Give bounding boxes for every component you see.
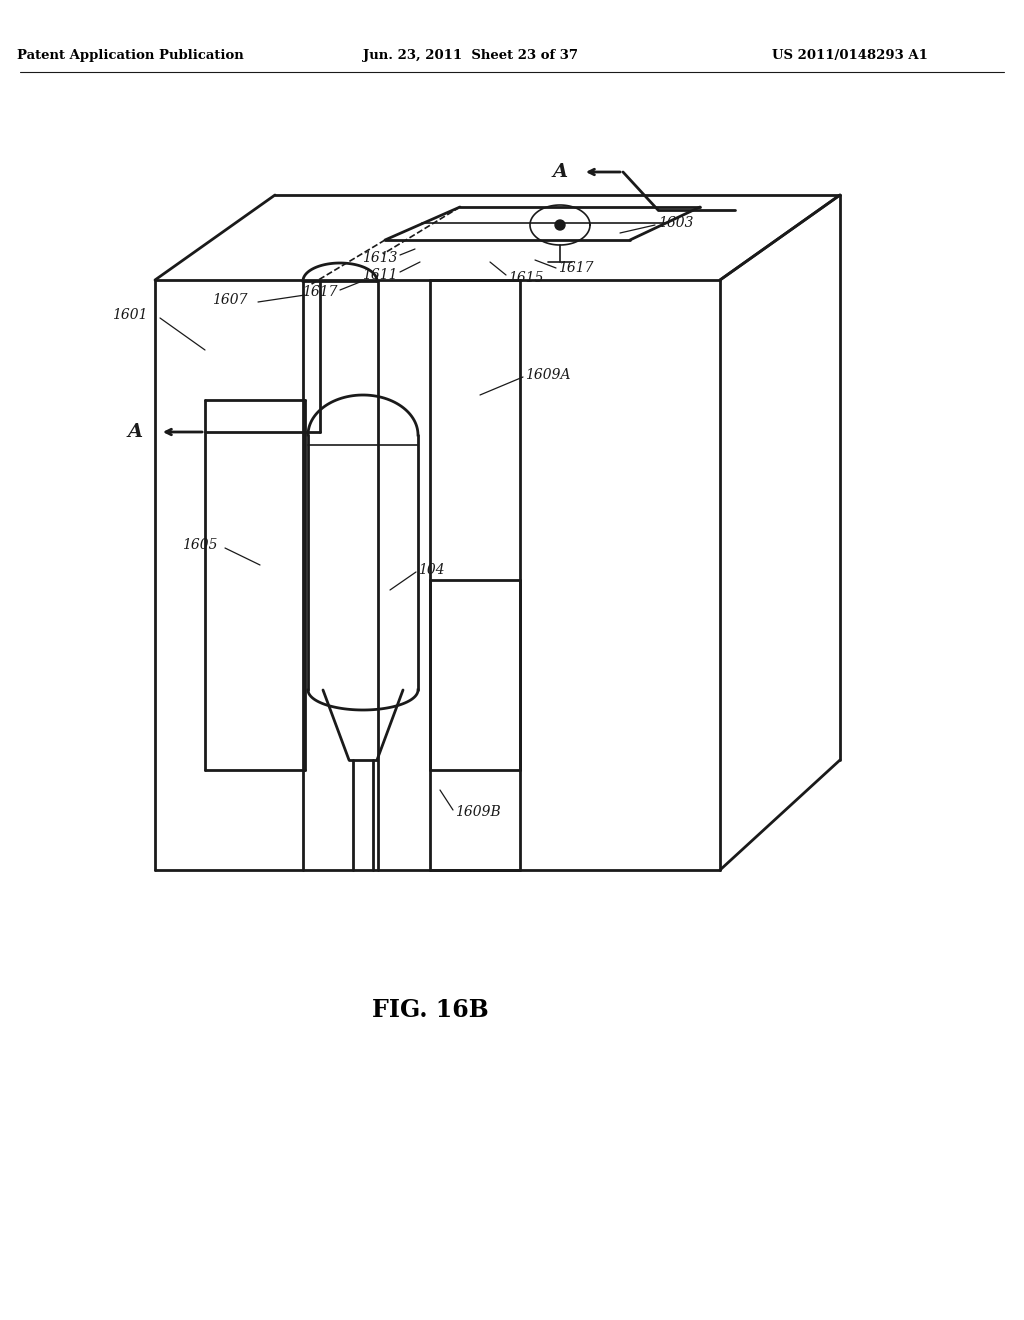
Text: 104: 104 xyxy=(418,564,444,577)
Text: 1617: 1617 xyxy=(302,285,338,300)
Text: A: A xyxy=(127,422,142,441)
Text: 1613: 1613 xyxy=(362,251,398,265)
Text: A: A xyxy=(552,162,567,181)
Text: FIG. 16B: FIG. 16B xyxy=(372,998,488,1022)
Text: 1603: 1603 xyxy=(658,216,693,230)
Text: 1607: 1607 xyxy=(213,293,248,308)
Text: 1609A: 1609A xyxy=(525,368,570,381)
Text: 1611: 1611 xyxy=(362,268,398,282)
Text: 1615: 1615 xyxy=(508,271,544,285)
Text: 1601: 1601 xyxy=(113,308,148,322)
Text: US 2011/0148293 A1: US 2011/0148293 A1 xyxy=(772,49,928,62)
Text: Jun. 23, 2011  Sheet 23 of 37: Jun. 23, 2011 Sheet 23 of 37 xyxy=(362,49,578,62)
Text: Patent Application Publication: Patent Application Publication xyxy=(16,49,244,62)
Text: 1617: 1617 xyxy=(558,261,594,275)
Circle shape xyxy=(555,220,565,230)
Text: 1609B: 1609B xyxy=(455,805,501,818)
Text: 1605: 1605 xyxy=(182,539,218,552)
